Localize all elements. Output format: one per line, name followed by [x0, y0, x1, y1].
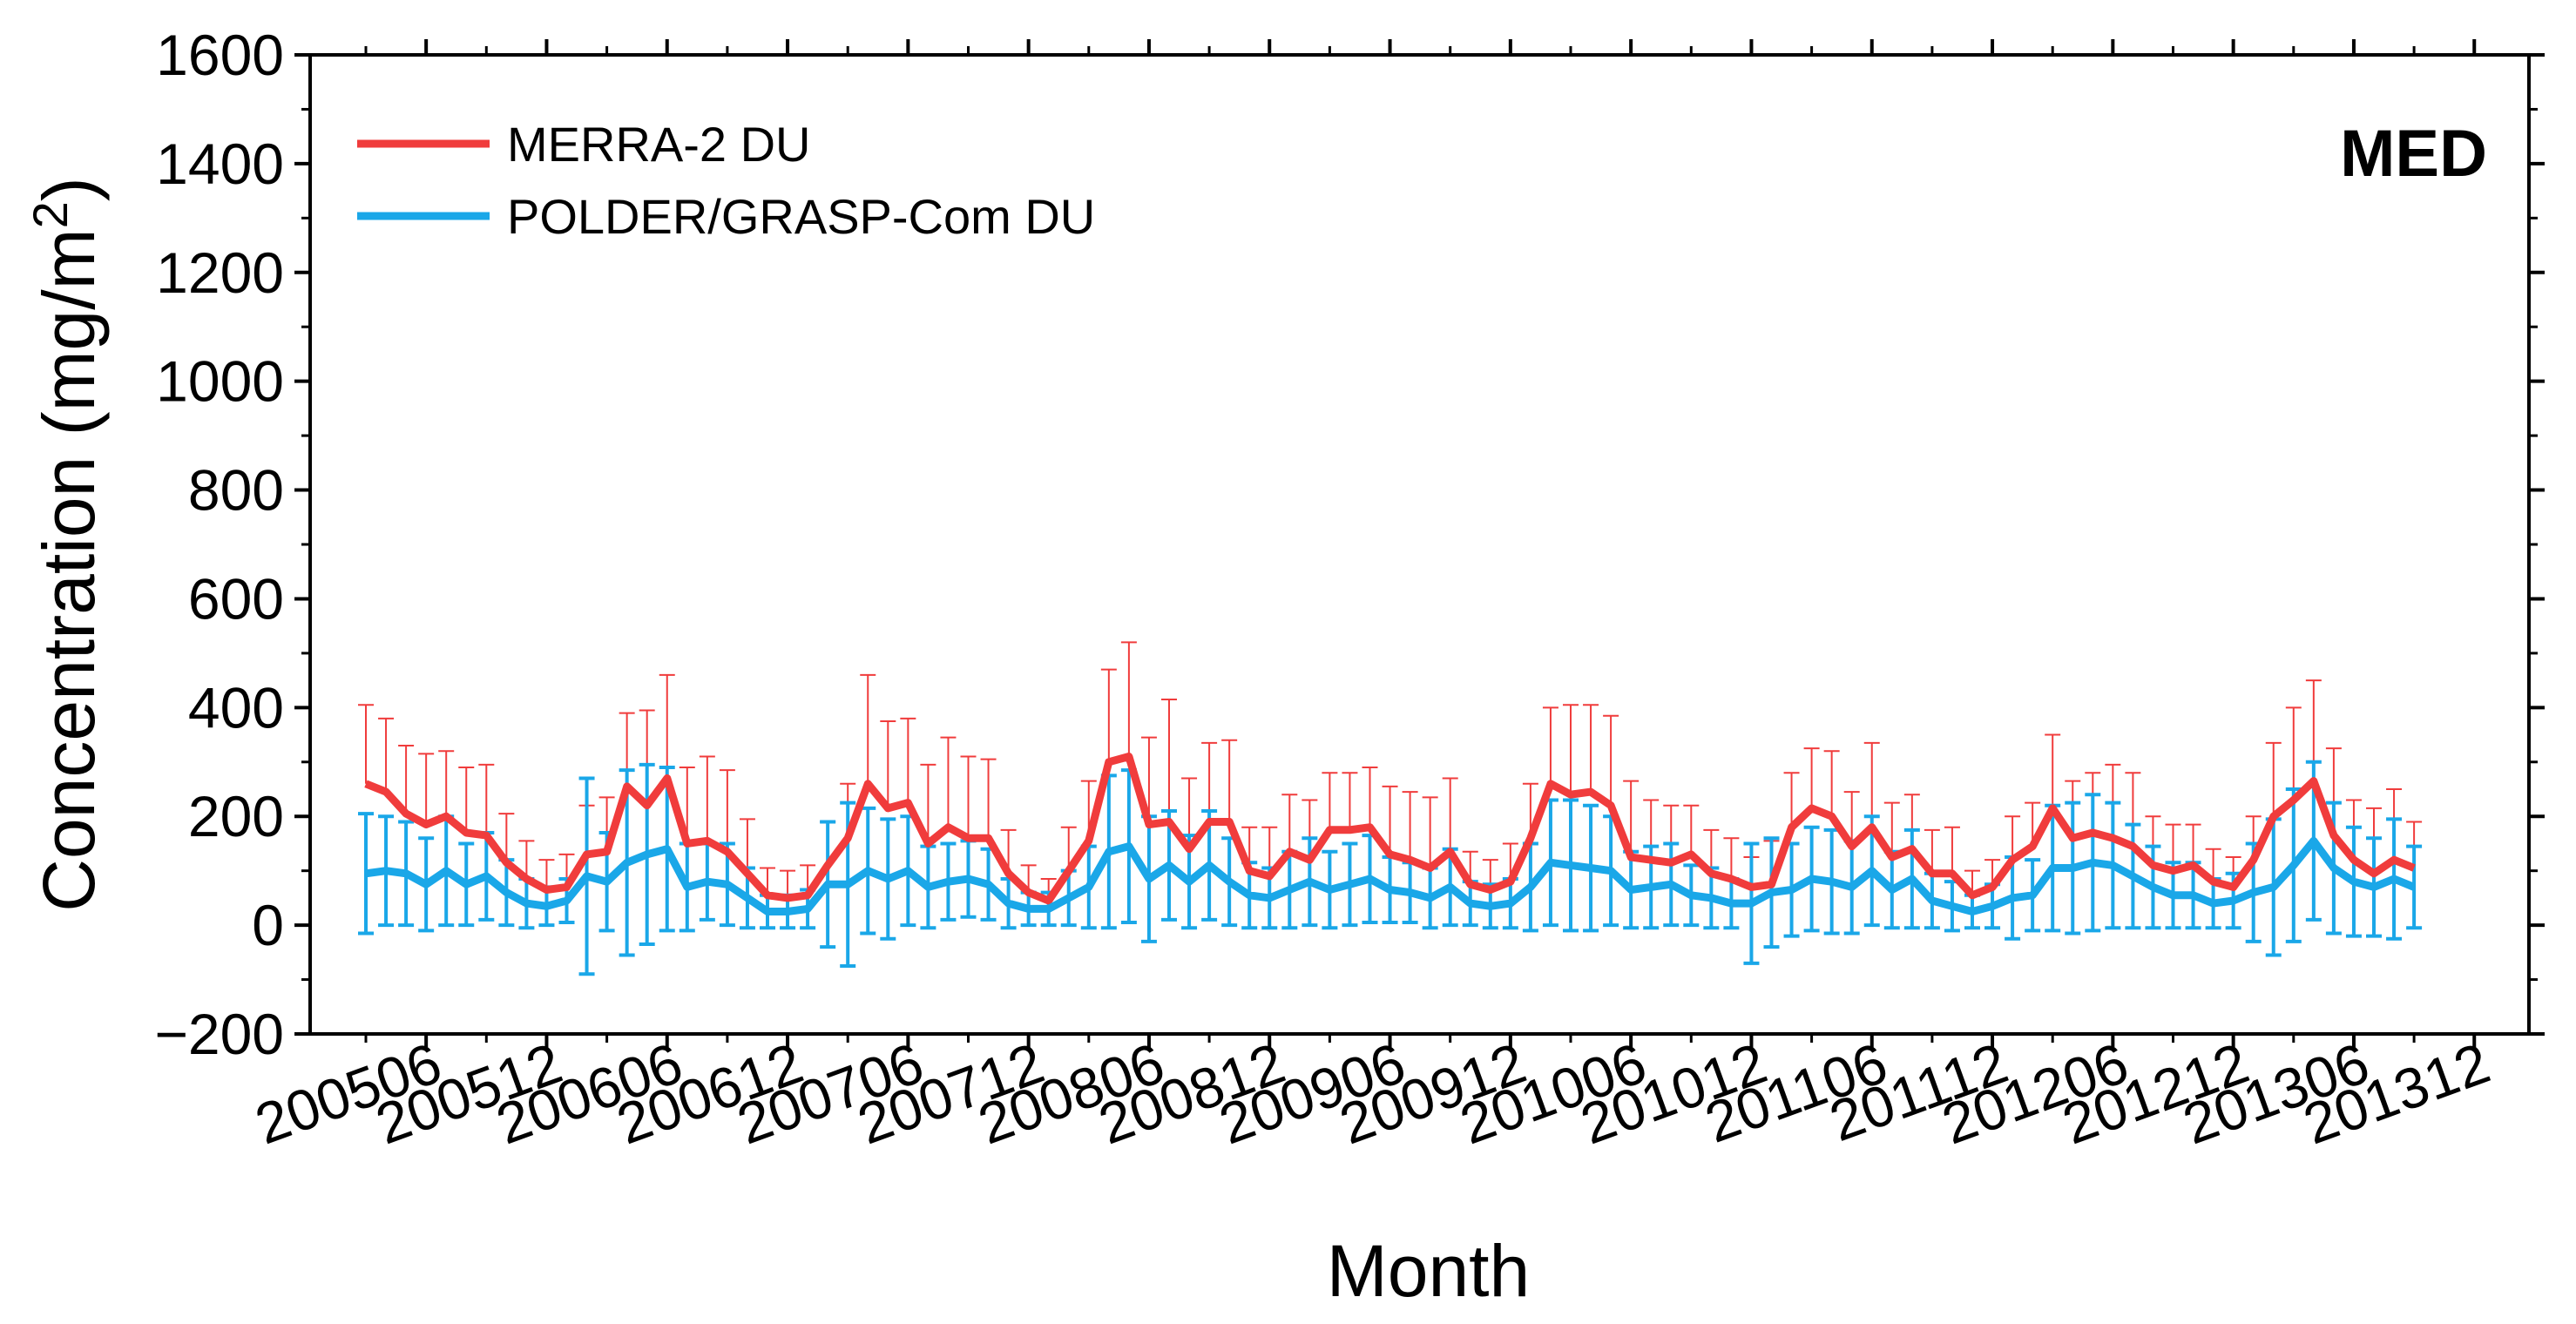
series-line-merra: [364, 753, 2416, 905]
y-tick-label: 0: [252, 893, 284, 957]
y-tick-label: 600: [188, 566, 284, 631]
y-axis-title: Concentration (mg/m2): [23, 177, 111, 911]
y-tick-label: 200: [188, 784, 284, 848]
y-tick-label: 1600: [156, 23, 284, 87]
series-line-polder: [365, 836, 2416, 915]
panel-label: MED: [2340, 117, 2487, 191]
y-tick-label: 1400: [156, 132, 284, 196]
legend-label-polder: POLDER/GRASP-Com DU: [507, 189, 1095, 244]
y-tick-label: −200: [154, 1002, 284, 1066]
y-tick-label: 400: [188, 675, 284, 740]
y-axis-title-superscript: 2: [23, 201, 78, 228]
y-tick-label: 1000: [156, 349, 284, 414]
legend-label-merra: MERRA-2 DU: [507, 117, 810, 172]
y-tick-label: 1200: [156, 240, 284, 305]
series-layer: [358, 641, 2423, 976]
legend: MERRA-2 DU POLDER/GRASP-Com DU: [357, 117, 1095, 244]
y-tick-label: 800: [188, 458, 284, 523]
x-axis-title: Month: [1327, 1230, 1530, 1312]
y-axis-title-close: ): [28, 177, 110, 201]
y-axis-title-main: Concentration (mg/m: [28, 228, 110, 911]
